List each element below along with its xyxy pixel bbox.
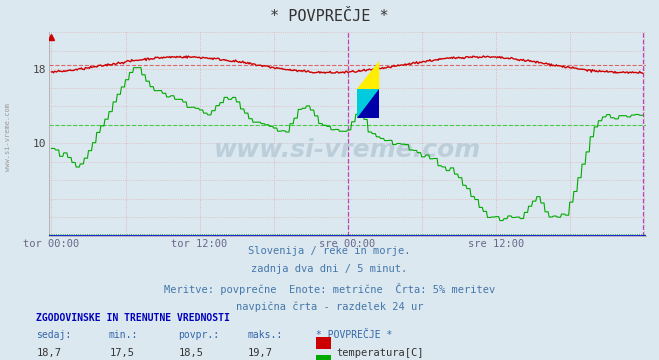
- Text: 17,5: 17,5: [109, 348, 134, 359]
- Text: Slovenija / reke in morje.: Slovenija / reke in morje.: [248, 246, 411, 256]
- Text: 18,7: 18,7: [37, 348, 62, 359]
- Text: sedaj:: sedaj:: [36, 330, 71, 341]
- Text: navpična črta - razdelek 24 ur: navpična črta - razdelek 24 ur: [236, 302, 423, 312]
- Text: 18,5: 18,5: [179, 348, 204, 359]
- Text: * POVPREČJE *: * POVPREČJE *: [316, 330, 393, 341]
- Polygon shape: [357, 89, 379, 118]
- Text: ZGODOVINSKE IN TRENUTNE VREDNOSTI: ZGODOVINSKE IN TRENUTNE VREDNOSTI: [36, 313, 230, 323]
- Text: www.si-vreme.com: www.si-vreme.com: [214, 138, 481, 162]
- Text: * POVPREČJE *: * POVPREČJE *: [270, 9, 389, 24]
- Text: 19,7: 19,7: [248, 348, 273, 359]
- Polygon shape: [357, 61, 379, 89]
- Polygon shape: [357, 89, 379, 118]
- Text: temperatura[C]: temperatura[C]: [336, 348, 424, 359]
- Text: zadnja dva dni / 5 minut.: zadnja dva dni / 5 minut.: [251, 264, 408, 274]
- Text: maks.:: maks.:: [247, 330, 282, 341]
- Text: www.si-vreme.com: www.si-vreme.com: [5, 103, 11, 171]
- Text: min.:: min.:: [109, 330, 138, 341]
- Text: povpr.:: povpr.:: [178, 330, 219, 341]
- Text: Meritve: povprečne  Enote: metrične  Črta: 5% meritev: Meritve: povprečne Enote: metrične Črta:…: [164, 283, 495, 295]
